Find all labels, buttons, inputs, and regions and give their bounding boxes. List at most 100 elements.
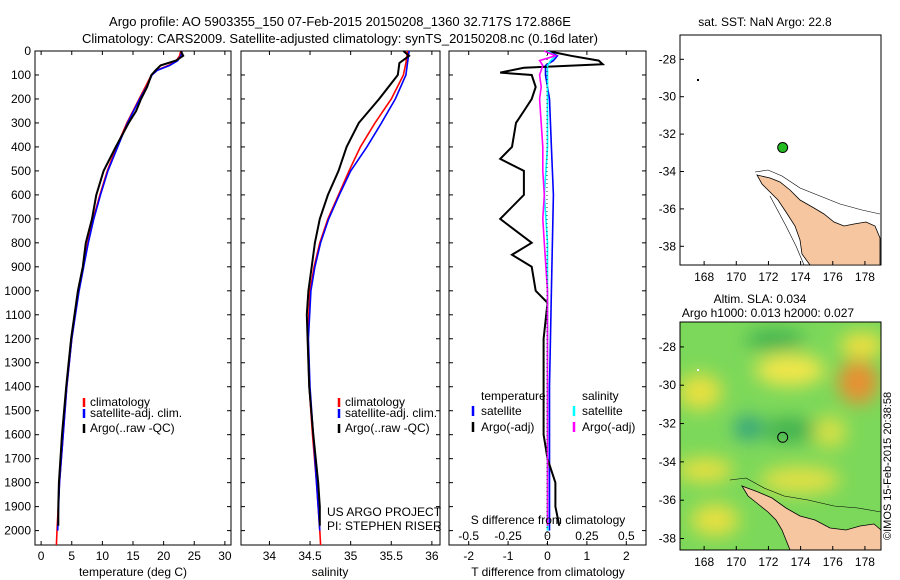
series-s-argo-line [538, 50, 558, 526]
x-tick-label: 15 [126, 549, 140, 563]
salinity-diff-tick-label: -0.25 [494, 529, 522, 543]
sst-map-y-axis: -28 -30 -32 -34 -36 -38 [659, 52, 684, 253]
x-tick-label: 35.5 [380, 549, 404, 563]
depth-tick-label: 1700 [4, 452, 31, 466]
map-x-tick-label: 178 [855, 555, 875, 569]
land-polygon [741, 485, 881, 550]
map-x-tick-label: 176 [823, 555, 843, 569]
series-argo-line [57, 50, 185, 526]
float-position-marker [777, 431, 789, 443]
temperature-x-axis: 0 5 10 15 20 25 30 [38, 51, 232, 563]
difference-panel: -2 -1 0 1 2 temperature salinity satellite A… [448, 50, 647, 579]
depth-tick-label: 2000 [4, 524, 31, 538]
depth-tick-label: 1600 [4, 428, 31, 442]
x-tick-label: 2 [623, 549, 630, 563]
legend-argo-label: Argo(..raw -QC) [90, 421, 175, 435]
map-y-tick-label: -38 [659, 239, 677, 253]
reference-point-marker [697, 79, 699, 81]
map-y-tick-label: -30 [659, 378, 677, 392]
legend-satellite-label: satellite-adj. clim. [90, 406, 182, 420]
x-tick-label: 30 [218, 549, 232, 563]
salinity-axes-frame [240, 50, 441, 546]
salinity-panel: 34 34.5 35 35.5 36 salinity climatology sate… [240, 50, 442, 579]
x-tick-label: 25 [188, 549, 202, 563]
legend-s-satellite-label: satellite [582, 404, 623, 418]
map-x-tick-label: 178 [855, 270, 875, 284]
x-tick-label: 34.5 [298, 549, 322, 563]
difference-series [498, 50, 606, 531]
depth-tick-label: 200 [11, 92, 31, 106]
temperature-panel: 0100200300400500600700800900100011001200… [4, 44, 232, 579]
sst-map-x-axis: 168 170 172 174 176 178 [694, 261, 875, 284]
sla-field [680, 322, 881, 550]
difference-top-xlabel: S difference from climatology [471, 513, 626, 527]
depth-tick-label: 600 [11, 188, 31, 202]
map-y-tick-label: -34 [659, 165, 677, 179]
depth-tick-label: 1400 [4, 380, 31, 394]
legend-temperature-title: temperature [481, 389, 546, 403]
x-tick-label: 5 [68, 549, 75, 563]
map-y-tick-label: -38 [659, 532, 677, 546]
depth-tick-label: 400 [11, 140, 31, 154]
sla-map-title-line2: Argo h1000: 0.013 h2000: 0.027 [682, 306, 854, 320]
depth-tick-label: 700 [11, 212, 31, 226]
x-tick-label: 20 [157, 549, 171, 563]
float-position-marker [777, 142, 789, 154]
depth-tick-label: 1200 [4, 332, 31, 346]
bathymetry-contour [729, 477, 881, 513]
x-tick-label: 36 [425, 549, 439, 563]
temperature-axes-frame [34, 50, 232, 546]
salinity-y-ticks [241, 50, 440, 532]
x-tick-label: 10 [96, 549, 110, 563]
x-tick-label: 34 [263, 549, 277, 563]
figure-title-line2: Climatology: CARS2009. Satellite-adjuste… [82, 31, 598, 46]
legend-climatology-label: climatology [90, 395, 150, 409]
x-tick-label: -1 [503, 549, 514, 563]
depth-tick-label: 900 [11, 260, 31, 274]
sst-map-title: sat. SST: NaN Argo: 22.8 [698, 15, 832, 29]
map-x-tick-label: 174 [791, 270, 811, 284]
temperature-series [55, 50, 185, 546]
map-x-tick-label: 172 [758, 270, 778, 284]
depth-tick-label: 300 [11, 116, 31, 130]
legend-s-argo-label: Argo(-adj) [582, 420, 635, 434]
legend-t-argo-label: Argo(-adj) [481, 420, 534, 434]
difference-xlabel: T difference from climatology [471, 565, 625, 579]
sla-map-panel: Altim. SLA: 0.034 Argo h1000: 0.013 h200… [659, 292, 882, 569]
map-x-tick-label: 176 [823, 270, 843, 284]
depth-axis: 0 100 200 300 400 500 600 700 800 900 1000 1100 1200… [4, 44, 231, 538]
sla-map-frame [679, 321, 882, 551]
salinity-diff-tick-label: -0.5 [458, 529, 479, 543]
difference-legend: temperature salinity satellite Argo(-adj… [471, 389, 635, 434]
sla-map-y-axis: -28 -30 -32 -34 -36 -38 [659, 340, 684, 546]
salinity-diff-tick-label: 0 [544, 529, 551, 543]
map-x-tick-label: 168 [694, 555, 714, 569]
salinity-x-axis: 34 34.5 35 35.5 36 [263, 51, 439, 563]
depth-tick-label: 500 [11, 164, 31, 178]
series-t-satellite-line [544, 50, 559, 531]
depth-tick-label: 1000 [4, 284, 31, 298]
map-x-tick-label: 174 [791, 555, 811, 569]
map-y-tick-label: -36 [659, 493, 677, 507]
legend-salinity-title: salinity [582, 389, 619, 403]
project-line1: US ARGO PROJECT [327, 505, 442, 519]
salinity-series [305, 50, 411, 546]
difference-x-axis: -2 -1 0 1 2 [463, 51, 630, 563]
salinity-xlabel: salinity [312, 565, 349, 579]
x-tick-label: 1 [584, 549, 591, 563]
salinity-diff-tick-label: 0.25 [575, 529, 599, 543]
figure-title-line1: Argo profile: AO 5903355_150 07-Feb-2015… [109, 14, 571, 29]
map-y-tick-label: -34 [659, 455, 677, 469]
temperature-xlabel: temperature (deg C) [79, 565, 187, 579]
map-y-tick-label: -28 [659, 340, 677, 354]
land-polygon [756, 174, 881, 266]
x-tick-label: 0 [544, 549, 551, 563]
sla-map-x-axis: 168 170 172 174 176 178 [694, 546, 875, 569]
reference-point-marker [697, 369, 699, 371]
sst-map-panel: sat. SST: NaN Argo: 22.8 168 170 172 174 176… [659, 15, 882, 284]
depth-tick-label: 100 [11, 68, 31, 82]
map-y-tick-label: -32 [659, 417, 677, 431]
depth-tick-label: 1300 [4, 356, 31, 370]
legend-argo-label: Argo(..raw -QC) [345, 421, 430, 435]
